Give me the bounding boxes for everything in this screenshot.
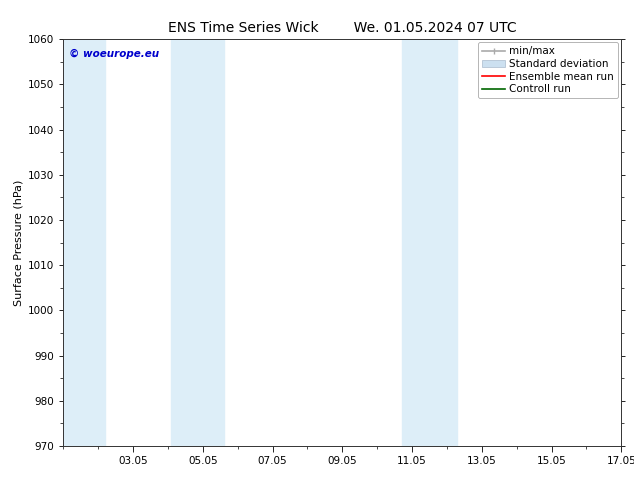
Bar [63, 39, 105, 446]
Y-axis label: Surface Pressure (hPa): Surface Pressure (hPa) [14, 179, 24, 306]
Text: © woeurope.eu: © woeurope.eu [69, 49, 159, 59]
Title: ENS Time Series Wick        We. 01.05.2024 07 UTC: ENS Time Series Wick We. 01.05.2024 07 U… [168, 21, 517, 35]
Bar [171, 39, 224, 446]
Legend: min/max, Standard deviation, Ensemble mean run, Controll run: min/max, Standard deviation, Ensemble me… [478, 42, 618, 98]
Bar [402, 39, 457, 446]
